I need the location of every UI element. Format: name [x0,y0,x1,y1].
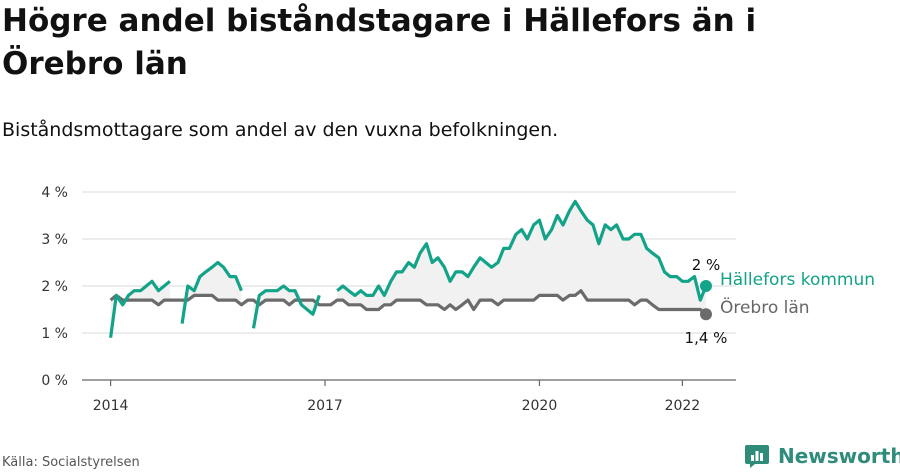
series-line-hallefors [109,279,171,338]
x-tick-label: 2014 [93,398,129,414]
x-tick-label: 2020 [522,398,558,414]
brand-logo: Newsworthy [744,441,900,471]
end-dot-hallefors [699,280,712,292]
source-note: Källa: Socialstyrelsen [2,455,140,470]
x-tick-label: 2022 [665,398,701,414]
series-line-orebro [109,289,708,316]
brand-name: Newsworthy [778,444,900,468]
end-labels: 2 %Hällefors kommun Örebro län 1,4 % [685,256,876,347]
x-tick-label: 2017 [307,398,343,414]
end-value-hallefors: 2 % [692,256,721,274]
series-line-hallefors [180,260,243,324]
axes: 0 % 1 % 2 % 3 % 4 % 2014 2017 2020 2022 [41,185,736,414]
end-dot-orebro [699,308,712,321]
end-value-orebro: 1,4 % [685,329,728,347]
newsworthy-bar-chart-icon [745,445,769,468]
shaded-area [337,201,706,315]
chart-subtitle: Biståndsmottagare som andel av den vuxna… [2,119,559,141]
shaded-area [182,262,242,324]
series-lines [109,199,708,338]
y-tick-label: 4 % [41,185,68,201]
series-line-hallefors [251,284,321,329]
y-tick-label: 1 % [41,326,68,342]
shaded-gap-area [110,201,706,338]
y-tick-label: 0 % [41,373,68,389]
series-line-hallefors [336,199,708,302]
y-tick-label: 3 % [41,232,68,248]
series-label-hallefors: Hällefors kommun [720,270,875,290]
shaded-area [110,281,170,338]
shaded-area [253,286,320,329]
series-label-orebro: Örebro län [720,296,810,318]
y-tick-label: 2 % [41,279,68,295]
chart-title: Högre andel biståndstagare i Hällefors ä… [2,3,757,82]
